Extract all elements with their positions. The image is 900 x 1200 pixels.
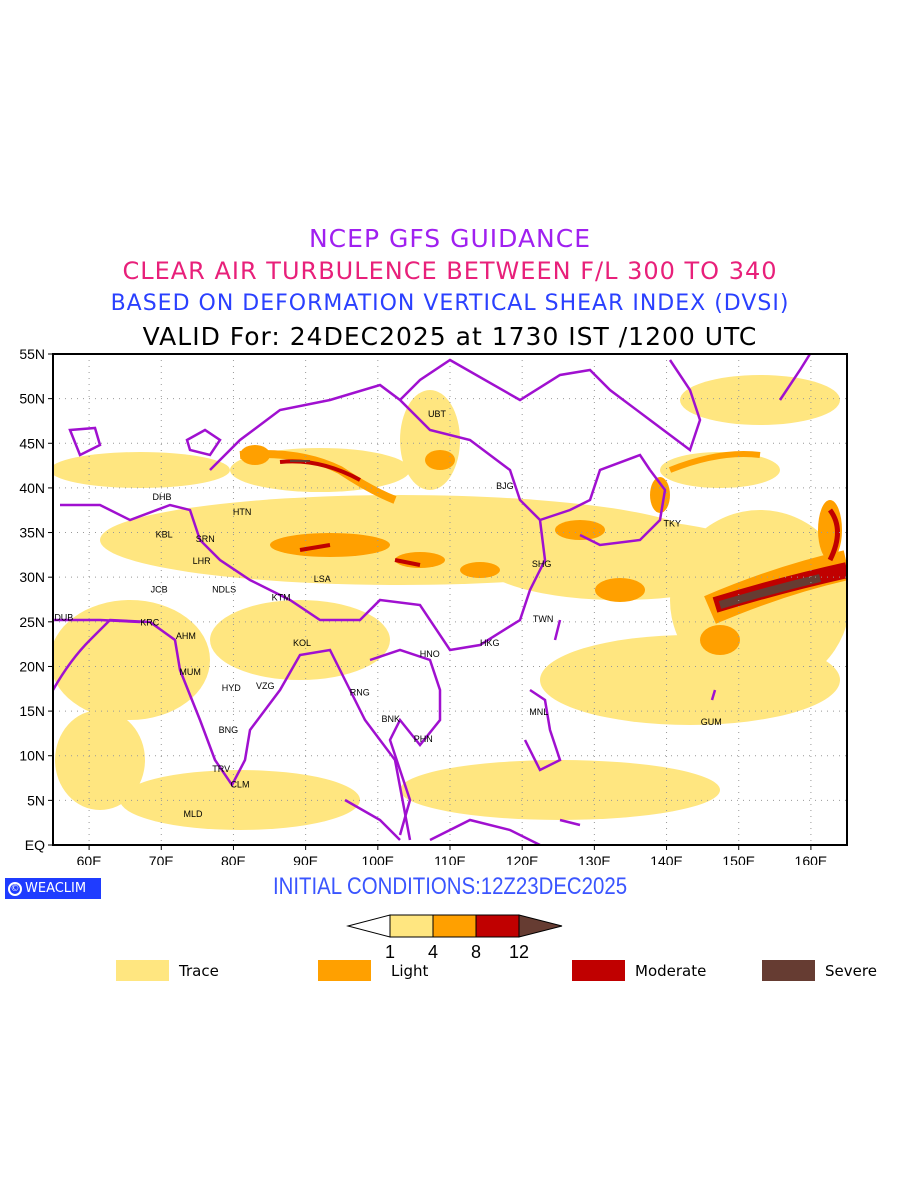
city-label-vzg: VZG [256, 681, 275, 691]
city-label-kol: KOL [293, 638, 311, 648]
legend-label: Light [391, 961, 429, 980]
city-label-mnl: MNL [529, 707, 548, 717]
city-label-bng: BNG [219, 725, 239, 735]
city-label-srn: SRN [196, 534, 215, 544]
lat-tick-label: 55N [19, 346, 45, 362]
jet-streak-moderate [299, 543, 421, 567]
colorbar-segment-trace [389, 914, 434, 938]
lat-tick-label: 20N [19, 658, 45, 674]
city-label-bjg: BJG [496, 481, 514, 491]
city-label-kbl: KBL [156, 529, 173, 539]
city-label-trv: TRV [212, 764, 230, 774]
city-label-ktm: KTM [272, 593, 291, 603]
city-label-ubt: UBT [428, 409, 447, 419]
legend-trace: Trace [116, 960, 219, 981]
lat-tick-label: 15N [19, 703, 45, 719]
colorbar-tick: 4 [428, 942, 438, 962]
title-turbulence: CLEAR AIR TURBULENCE BETWEEN F/L 300 TO … [122, 257, 778, 285]
gridlines [53, 354, 847, 845]
lon-tick-label: 150E [722, 853, 755, 865]
city-label-mld: MLD [184, 809, 204, 819]
title-index: BASED ON DEFORMATION VERTICAL SHEAR INDE… [110, 291, 790, 316]
city-label-tky: TKY [664, 519, 682, 529]
lon-tick-label: 140E [650, 853, 683, 865]
axis-labels: EQ 5N 10N 15N 20N 25N 30N 35N 40N 45N 50N 55N 60E 70E… [19, 346, 827, 865]
city-label-gum: GUM [701, 717, 722, 727]
city-label-shg: SHG [532, 559, 552, 569]
jet-streak-severe [718, 574, 821, 609]
jet-streak-light [668, 451, 761, 473]
city-label-clm: CLM [230, 779, 249, 789]
city-label-phn: PHN [414, 734, 433, 744]
colorbar-segment-light [432, 914, 477, 938]
city-label-lsa: LSA [314, 574, 331, 584]
jet-streak-moderate [827, 508, 840, 562]
legend-light: Light [318, 960, 428, 981]
legend-swatch [572, 960, 625, 981]
city-labels: UBT BJG DHB HTN KBL SRN TKY SHG LHR LSA JCB NDLS KTM… [54, 409, 721, 819]
lon-tick-label: 100E [361, 853, 394, 865]
colorbar-tick: 12 [509, 942, 529, 962]
lat-tick-label: 30N [19, 569, 45, 585]
lat-tick-label: 45N [19, 435, 45, 451]
legend-severe: Severe [762, 960, 877, 981]
coastlines-borders [53, 354, 812, 845]
legend-swatch [116, 960, 169, 981]
legend-label: Trace [179, 961, 219, 980]
lon-tick-label: 120E [506, 853, 539, 865]
logo-text: WEACLIM [25, 881, 87, 896]
city-label-hkg: HKG [480, 638, 500, 648]
legend-label: Severe [825, 961, 877, 980]
city-label-hno: HNO [420, 649, 440, 659]
city-label-rng: RNG [350, 687, 370, 697]
lat-tick-label: 40N [19, 480, 45, 496]
colorbar-lower-arrow [346, 914, 391, 938]
turbulence-field [53, 375, 847, 830]
lon-tick-label: 130E [578, 853, 611, 865]
initial-conditions: INITIAL CONDITIONS:12Z23DEC2025 [272, 873, 628, 900]
city-label-ahm: AHM [176, 631, 196, 641]
lon-tick-label: 70E [149, 853, 174, 865]
city-label-jcb: JCB [151, 585, 168, 595]
turbulence-map: UBT BJG DHB HTN KBL SRN TKY SHG LHR LSA JCB NDLS KTM… [19, 346, 848, 865]
jet-streak-moderate [279, 459, 361, 482]
lat-tick-label: 50N [19, 391, 45, 407]
lat-tick-label: 25N [19, 614, 45, 630]
lat-tick-label: 5N [27, 792, 45, 808]
copyright-icon: © [8, 881, 22, 896]
city-label-krc: KRC [140, 618, 160, 628]
city-label-lhr: LHR [193, 556, 212, 566]
city-label-htn: HTN [233, 507, 252, 517]
lat-tick-label: 10N [19, 748, 45, 764]
legend-swatch [318, 960, 371, 981]
colorbar-tick: 8 [471, 942, 481, 962]
city-label-ndls: NDLS [212, 585, 236, 595]
lat-tick-label: 35N [19, 525, 45, 541]
city-label-dhb: DHB [152, 492, 171, 502]
lon-tick-label: 80E [221, 853, 246, 865]
city-label-bnk: BNK [382, 714, 401, 724]
city-label-dub: DUB [54, 612, 73, 622]
weaclim-logo[interactable]: © WEACLIM [5, 878, 101, 899]
colorbar-tick: 1 [385, 942, 395, 962]
lon-tick-label: 60E [77, 853, 102, 865]
title-valid-time: VALID For: 24DEC2025 at 1730 IST /1200 U… [142, 322, 758, 351]
legend-swatch [762, 960, 815, 981]
legend-label: Moderate [635, 961, 707, 980]
colorbar-upper-arrow [518, 914, 563, 938]
city-label-mum: MUM [179, 667, 201, 677]
lat-tick-label: EQ [25, 837, 45, 853]
lon-tick-label: 110E [434, 853, 466, 865]
legend-moderate: Moderate [572, 960, 706, 981]
lon-tick-label: 90E [293, 853, 318, 865]
colorbar-segment-moderate [475, 914, 520, 938]
lon-tick-label: 160E [795, 853, 828, 865]
title-guidance: NCEP GFS GUIDANCE [308, 224, 591, 253]
city-label-twn: TWN [533, 614, 554, 624]
city-label-hyd: HYD [222, 683, 242, 693]
colorbar: 1 4 8 12 [346, 914, 563, 962]
